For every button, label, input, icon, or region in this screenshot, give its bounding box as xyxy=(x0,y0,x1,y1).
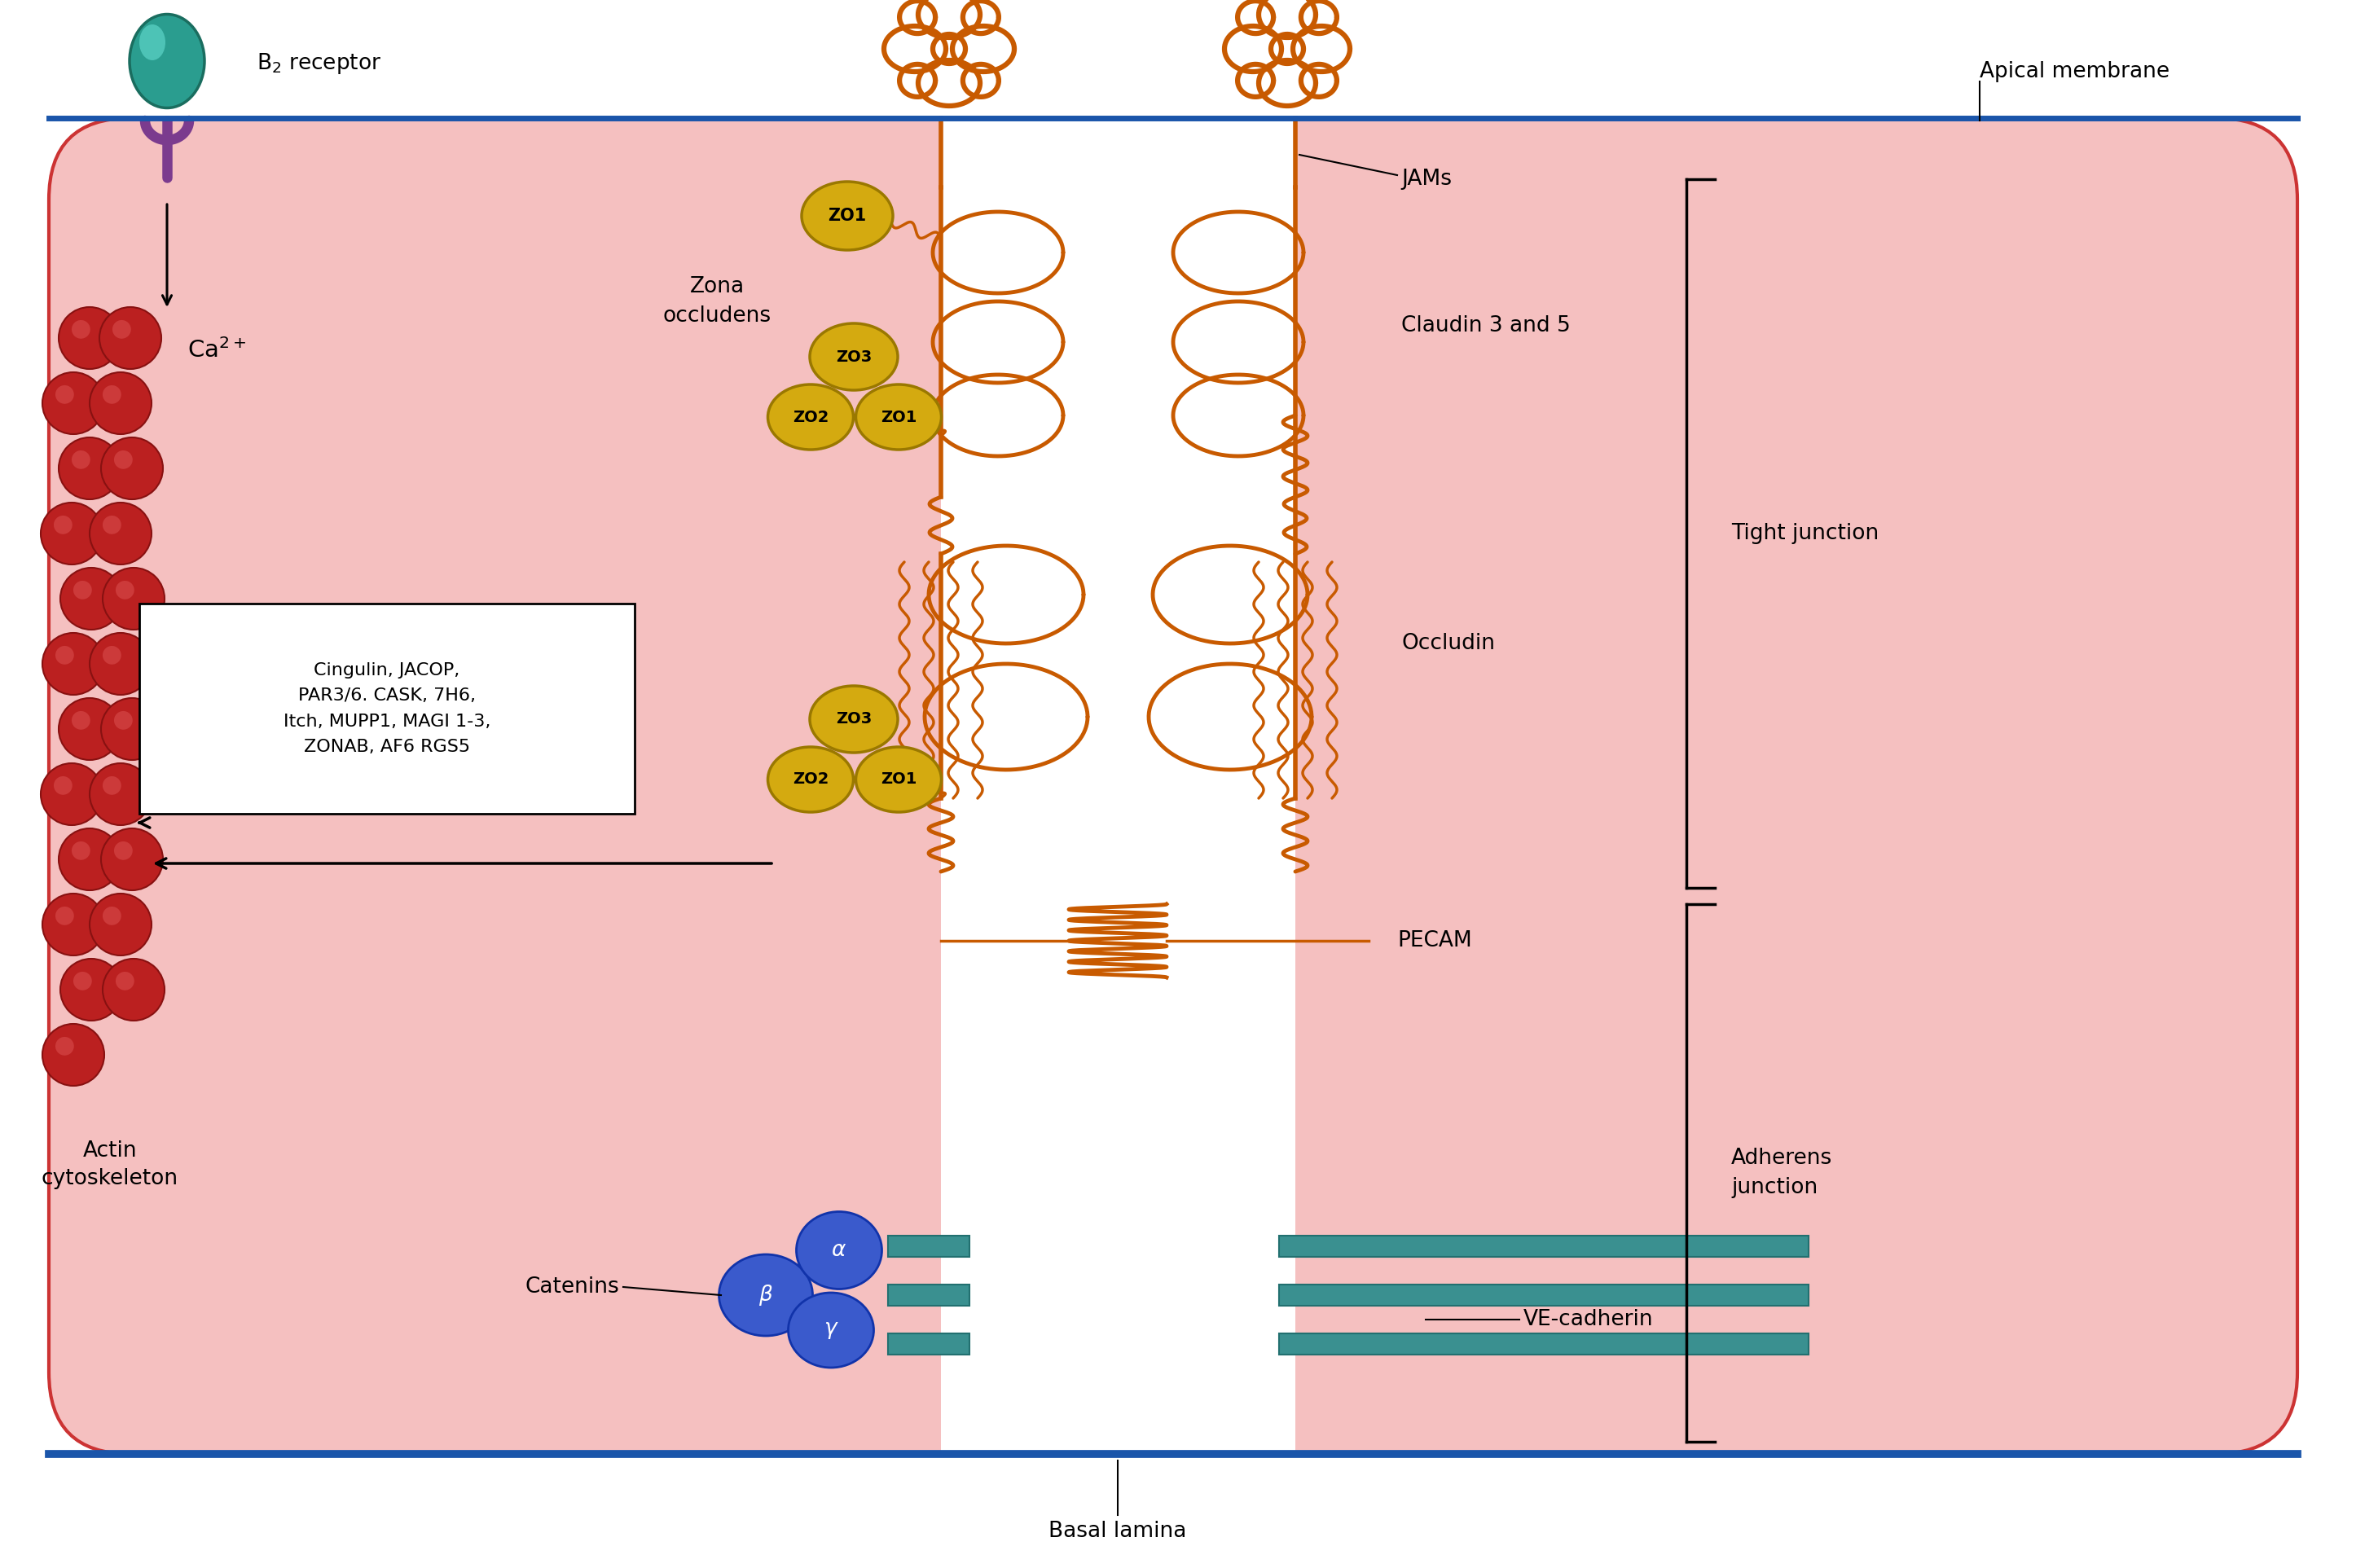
Ellipse shape xyxy=(856,746,941,812)
Text: Zona
occludens: Zona occludens xyxy=(662,276,771,326)
Text: $\beta$: $\beta$ xyxy=(759,1283,773,1308)
Text: Ca$^{2+}$: Ca$^{2+}$ xyxy=(187,339,246,362)
Circle shape xyxy=(102,828,163,891)
Circle shape xyxy=(43,633,104,695)
Circle shape xyxy=(71,842,90,859)
Ellipse shape xyxy=(140,25,166,60)
Circle shape xyxy=(114,710,132,729)
Ellipse shape xyxy=(809,323,899,390)
Ellipse shape xyxy=(797,1212,882,1289)
Circle shape xyxy=(59,958,123,1021)
Circle shape xyxy=(90,633,151,695)
Circle shape xyxy=(54,906,73,925)
Circle shape xyxy=(54,646,73,665)
Circle shape xyxy=(114,320,130,339)
Circle shape xyxy=(59,568,123,630)
Circle shape xyxy=(116,972,135,991)
Circle shape xyxy=(59,437,121,499)
Circle shape xyxy=(102,386,121,405)
Circle shape xyxy=(102,568,166,630)
Circle shape xyxy=(59,307,121,368)
Text: $\gamma$: $\gamma$ xyxy=(823,1320,840,1341)
Text: Adherens
junction: Adherens junction xyxy=(1731,1148,1833,1198)
Circle shape xyxy=(54,516,73,535)
Circle shape xyxy=(114,842,132,859)
Text: JAMs: JAMs xyxy=(1400,169,1452,190)
Ellipse shape xyxy=(719,1254,814,1336)
Circle shape xyxy=(40,503,102,564)
Circle shape xyxy=(90,894,151,955)
Circle shape xyxy=(59,698,121,760)
Circle shape xyxy=(99,307,161,368)
Circle shape xyxy=(102,646,121,665)
Circle shape xyxy=(102,437,163,499)
Text: PECAM: PECAM xyxy=(1398,930,1471,952)
Ellipse shape xyxy=(856,384,941,450)
Circle shape xyxy=(71,710,90,729)
Text: Actin
cytoskeleton: Actin cytoskeleton xyxy=(43,1140,177,1189)
Circle shape xyxy=(43,372,104,434)
Text: Occludin: Occludin xyxy=(1400,633,1495,654)
Circle shape xyxy=(54,386,73,405)
Circle shape xyxy=(116,580,135,599)
Circle shape xyxy=(102,906,121,925)
Circle shape xyxy=(54,776,73,795)
Text: $\alpha$: $\alpha$ xyxy=(832,1240,847,1261)
Circle shape xyxy=(43,1024,104,1085)
Bar xyxy=(887,1236,970,1258)
Circle shape xyxy=(43,894,104,955)
Bar xyxy=(1279,1284,1809,1306)
Text: B$_2$ receptor: B$_2$ receptor xyxy=(258,52,381,75)
Circle shape xyxy=(54,1036,73,1055)
Text: ZO2: ZO2 xyxy=(792,409,828,425)
Circle shape xyxy=(71,450,90,469)
Circle shape xyxy=(90,372,151,434)
Circle shape xyxy=(90,503,151,564)
FancyBboxPatch shape xyxy=(140,604,634,814)
Circle shape xyxy=(102,516,121,535)
Bar xyxy=(887,1333,970,1355)
Ellipse shape xyxy=(769,746,854,812)
Ellipse shape xyxy=(769,384,854,450)
Circle shape xyxy=(73,580,92,599)
Text: ZO3: ZO3 xyxy=(835,712,873,728)
Ellipse shape xyxy=(130,14,203,108)
Text: Claudin 3 and 5: Claudin 3 and 5 xyxy=(1400,315,1570,337)
Text: ZO1: ZO1 xyxy=(880,771,918,787)
Ellipse shape xyxy=(809,685,899,753)
Ellipse shape xyxy=(802,182,894,249)
Text: ZO1: ZO1 xyxy=(880,409,918,425)
Circle shape xyxy=(90,764,151,825)
Bar xyxy=(1279,1236,1809,1258)
Circle shape xyxy=(114,450,132,469)
Text: Tight junction: Tight junction xyxy=(1731,524,1878,544)
Bar xyxy=(887,1284,970,1306)
Text: Cingulin, JACOP,
PAR3/6. CASK, 7H6,
Itch, MUPP1, MAGI 1-3,
ZONAB, AF6 RGS5: Cingulin, JACOP, PAR3/6. CASK, 7H6, Itch… xyxy=(284,662,490,754)
Circle shape xyxy=(102,698,163,760)
Text: VE-cadherin: VE-cadherin xyxy=(1523,1309,1653,1330)
Text: Basal lamina: Basal lamina xyxy=(1048,1521,1187,1541)
Circle shape xyxy=(40,764,102,825)
Text: ZO1: ZO1 xyxy=(828,207,866,224)
Bar xyxy=(1279,1333,1809,1355)
Ellipse shape xyxy=(788,1292,873,1367)
Circle shape xyxy=(102,776,121,795)
Text: ZO3: ZO3 xyxy=(835,350,873,364)
Text: ZO2: ZO2 xyxy=(792,771,828,787)
FancyBboxPatch shape xyxy=(50,118,2296,1454)
Text: Catenins: Catenins xyxy=(525,1276,620,1298)
Circle shape xyxy=(59,828,121,891)
Text: Apical membrane: Apical membrane xyxy=(1980,61,2169,82)
Circle shape xyxy=(71,320,90,339)
Circle shape xyxy=(73,972,92,991)
Circle shape xyxy=(102,958,166,1021)
Bar xyxy=(941,118,1296,1454)
